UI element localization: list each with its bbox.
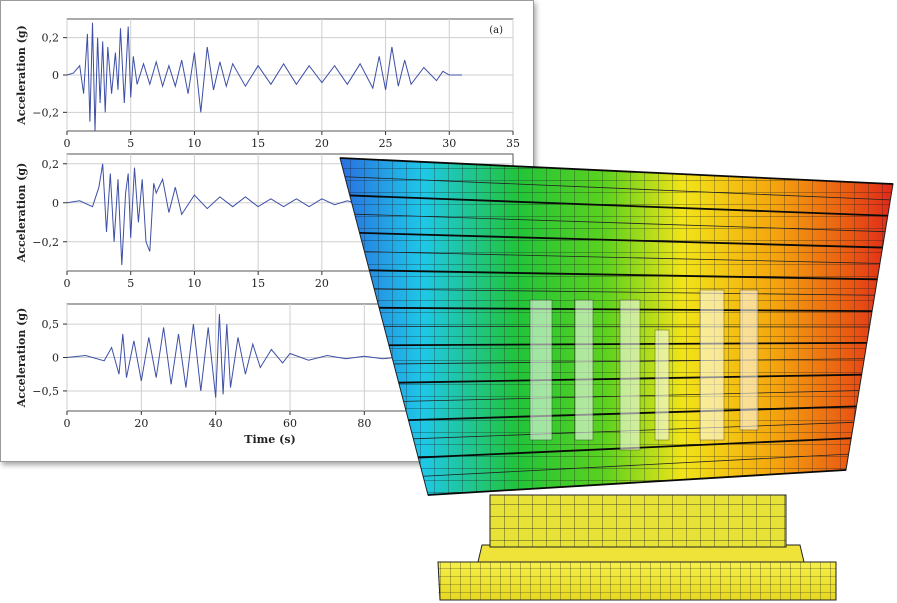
facade-openings [529,289,759,451]
floor-slab-edge [354,213,886,233]
x-tick-label: 5 [127,277,134,290]
facade-opening [574,299,594,441]
facade-opening [619,299,641,451]
x-tick-label: 80 [357,417,371,430]
y-tick-label: −0,5 [32,385,59,398]
x-tick-label: 15 [251,277,265,290]
floor-slab-edge [339,157,894,185]
panel-label: (a) [489,25,503,36]
y-tick-label: 0,2 [42,158,60,171]
x-tick-label: 20 [134,417,148,430]
building-plinth [477,544,805,563]
facade-opening [699,289,725,441]
x-tick-label: 20 [315,137,329,150]
floor-slab-edge [349,194,888,217]
floor-slabs [339,157,894,496]
x-axis-label: Time (s) [244,433,295,446]
x-tick-label: 15 [251,137,265,150]
chart-panel-2: 0 5 10 15 20 −0,2 0 0,2 Acceleration (g) [15,153,514,290]
y-tick-label: 0 [52,197,59,210]
x-tick-label: 5 [127,137,134,150]
y-tick-label: 0,2 [42,32,60,45]
x-tick-label: 0 [64,277,71,290]
x-tick-label: 60 [283,417,297,430]
y-axis-label: Acceleration (g) [15,163,28,264]
floor-slab-edge [369,269,878,281]
y-tick-label: 0 [52,352,59,365]
facade-opening [654,329,670,441]
x-tick-label: 0 [64,137,71,150]
floor-slab-edge [427,469,847,496]
floor-slab-edge [344,176,891,201]
y-tick-label: −0,2 [32,106,59,119]
x-tick-label: 40 [209,417,223,430]
y-axis-label: Acceleration (g) [15,25,28,126]
x-tick-label: 10 [187,277,201,290]
lower-storeys-grid [490,495,786,547]
x-tick-label: 20 [315,277,329,290]
y-tick-label: −0,2 [32,236,59,249]
x-tick-label: 30 [442,137,456,150]
floor-slab-edge [374,288,875,296]
series-line [66,22,462,132]
y-tick-label: 0,5 [42,318,60,331]
x-tick-label: 0 [64,417,71,430]
series-line [66,163,373,266]
y-tick-label: 0 [52,69,59,82]
x-tick-label: 25 [379,137,393,150]
x-tick-label: 35 [506,137,520,150]
x-tick-label: 10 [187,137,201,150]
y-axis-label: Acceleration (g) [15,308,28,409]
building-base-grid [438,562,836,600]
floor-slab-edge [364,251,880,264]
series-line [66,313,421,398]
chart-panel-1: 0 5 10 15 20 25 30 35 −0,2 0 0,2 Acceleration (g) (a… [15,18,520,150]
floor-slab-edge [423,453,849,477]
floor-slab-edge [359,231,883,249]
facade-opening [529,299,553,441]
facade-opening [739,289,759,431]
